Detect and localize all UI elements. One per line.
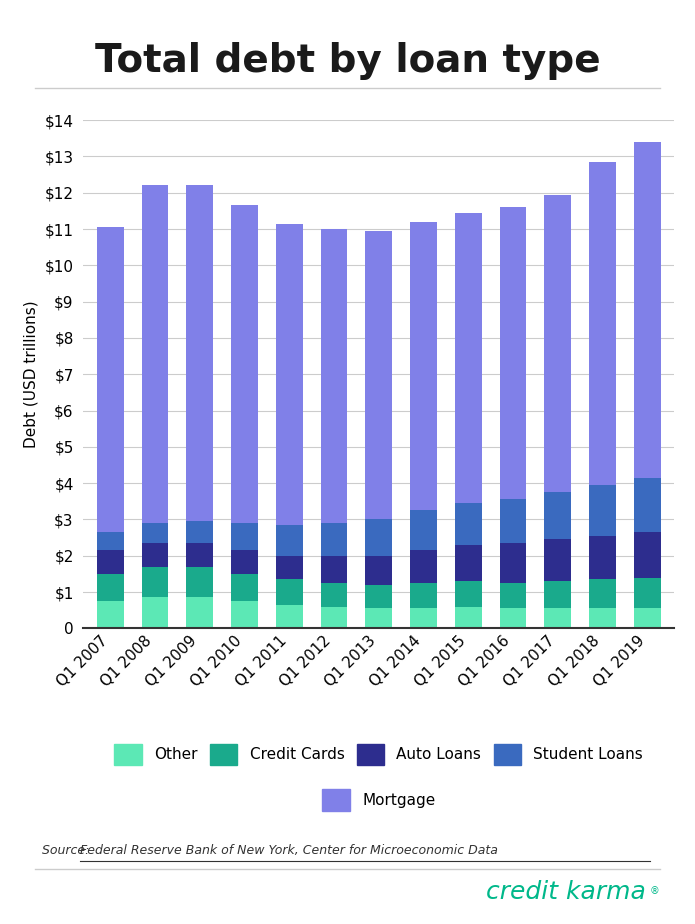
Bar bbox=[320, 555, 348, 583]
Bar bbox=[276, 555, 303, 579]
Bar bbox=[276, 604, 303, 628]
Bar bbox=[186, 521, 213, 543]
Bar bbox=[410, 583, 437, 608]
Bar bbox=[142, 523, 168, 543]
Bar bbox=[231, 205, 258, 523]
Bar bbox=[544, 540, 571, 581]
Bar bbox=[455, 503, 482, 545]
Y-axis label: Debt (USD trillions): Debt (USD trillions) bbox=[24, 300, 39, 448]
Text: Federal Reserve Bank of New York, Center for Microeconomic Data: Federal Reserve Bank of New York, Center… bbox=[80, 845, 498, 857]
Bar bbox=[366, 585, 392, 608]
Bar bbox=[320, 523, 348, 555]
Bar bbox=[97, 227, 124, 532]
Bar bbox=[410, 608, 437, 628]
Bar bbox=[231, 551, 258, 574]
Bar bbox=[455, 606, 482, 628]
Text: credit karma: credit karma bbox=[486, 880, 646, 904]
Text: Federal Reserve Bank of New York, Center for Microeconomic Data: Federal Reserve Bank of New York, Center… bbox=[80, 858, 498, 871]
Bar bbox=[142, 566, 168, 598]
Bar bbox=[186, 566, 213, 598]
Bar bbox=[276, 224, 303, 525]
Bar bbox=[186, 598, 213, 628]
Bar bbox=[500, 207, 527, 500]
Bar bbox=[455, 545, 482, 581]
Bar bbox=[366, 231, 392, 519]
Bar bbox=[544, 492, 571, 540]
Bar bbox=[544, 581, 571, 608]
Text: ®: ® bbox=[650, 886, 660, 896]
Text: Source:: Source: bbox=[42, 845, 93, 857]
Bar bbox=[410, 510, 437, 551]
Bar bbox=[589, 162, 616, 485]
Bar bbox=[500, 608, 527, 628]
Bar bbox=[634, 478, 661, 532]
Bar bbox=[186, 543, 213, 566]
Bar bbox=[97, 574, 124, 602]
Bar bbox=[276, 579, 303, 604]
Text: Total debt by loan type: Total debt by loan type bbox=[95, 42, 600, 79]
Bar bbox=[634, 578, 661, 608]
Bar bbox=[589, 536, 616, 579]
Legend: Mortgage: Mortgage bbox=[316, 784, 441, 817]
Bar bbox=[231, 523, 258, 551]
Bar bbox=[544, 195, 571, 492]
Bar bbox=[589, 579, 616, 608]
Bar bbox=[366, 555, 392, 585]
Bar bbox=[320, 229, 348, 523]
Bar bbox=[500, 500, 527, 543]
Bar bbox=[455, 581, 482, 606]
Bar bbox=[410, 551, 437, 583]
Bar bbox=[186, 186, 213, 521]
Bar bbox=[366, 608, 392, 628]
Bar bbox=[231, 574, 258, 602]
Bar bbox=[589, 485, 616, 536]
Bar bbox=[366, 519, 392, 555]
Bar bbox=[589, 608, 616, 628]
Bar bbox=[97, 602, 124, 628]
Bar bbox=[231, 602, 258, 628]
Bar bbox=[276, 525, 303, 555]
Bar bbox=[142, 543, 168, 566]
Bar bbox=[634, 142, 661, 478]
Bar bbox=[500, 583, 527, 608]
Bar bbox=[320, 606, 348, 628]
Bar bbox=[410, 222, 437, 510]
Bar bbox=[97, 532, 124, 551]
Bar bbox=[142, 186, 168, 523]
Bar bbox=[500, 543, 527, 583]
Bar bbox=[142, 598, 168, 628]
Bar bbox=[455, 213, 482, 503]
Bar bbox=[634, 608, 661, 628]
Bar bbox=[320, 583, 348, 606]
Bar bbox=[97, 551, 124, 574]
Bar bbox=[634, 532, 661, 578]
Bar bbox=[544, 608, 571, 628]
